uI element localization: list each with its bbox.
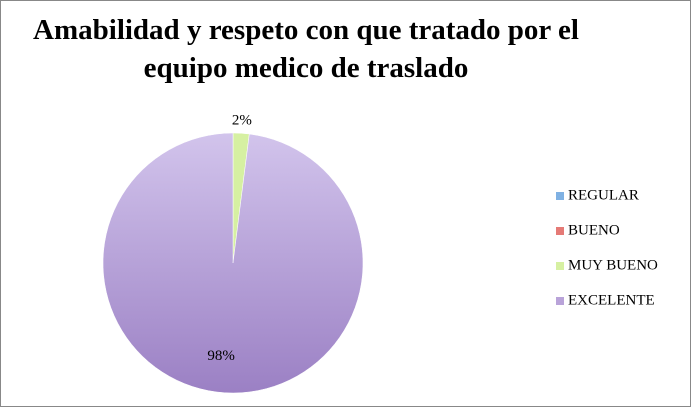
data-label: 98%	[207, 348, 235, 364]
legend-swatch	[556, 227, 564, 235]
pie-slice	[102, 132, 364, 394]
legend-label: MUY BUENO	[568, 257, 658, 273]
legend-swatch	[556, 192, 564, 200]
legend-label: REGULAR	[568, 187, 639, 203]
chart-title: Amabilidad y respeto con que tratado por…	[33, 14, 579, 84]
legend-label: EXCELENTE	[568, 292, 655, 308]
legend-swatch	[556, 297, 564, 305]
data-label: 2%	[232, 113, 252, 129]
legend-label: BUENO	[568, 222, 620, 238]
legend-swatch	[556, 262, 564, 270]
